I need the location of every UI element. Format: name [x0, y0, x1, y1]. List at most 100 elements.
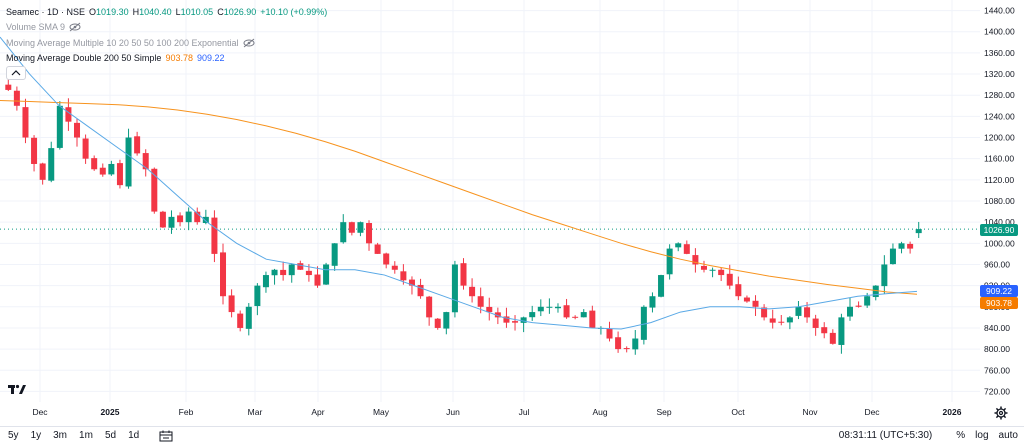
candle-body: [348, 222, 355, 233]
range-5d-button[interactable]: 5d: [104, 430, 117, 441]
candle: [108, 160, 115, 176]
calendar-range-icon[interactable]: [159, 430, 173, 442]
time-axis[interactable]: Dec 2025 Feb Mar Apr May Jun Jul Aug Sep Oct Nov Dec…: [0, 402, 980, 424]
change-value: +10.10 (+0.99%): [260, 7, 328, 17]
candle-body: [632, 338, 639, 350]
candle-body: [305, 270, 312, 276]
range-1m-button[interactable]: 1m: [79, 430, 93, 441]
candle-body: [846, 306, 854, 317]
range-1y-button[interactable]: 1y: [30, 430, 42, 441]
eye-slash-icon[interactable]: [69, 22, 81, 32]
candle-body: [735, 284, 742, 297]
candle-body: [323, 264, 330, 285]
ma-double-legend[interactable]: Moving Average Double 200 50 Simple 903.…: [6, 52, 225, 64]
candle-body: [812, 318, 819, 328]
candle: [245, 303, 252, 336]
candle-body: [804, 307, 811, 318]
percent-scale-button[interactable]: %: [956, 430, 966, 441]
range-5y-button[interactable]: 5y: [8, 430, 19, 441]
candle-body: [262, 275, 269, 288]
gear-icon[interactable]: [994, 406, 1008, 420]
eye-slash-icon[interactable]: [243, 38, 255, 48]
time-tick-label: Dec: [864, 407, 880, 417]
candle: [280, 261, 287, 281]
candle: [529, 305, 536, 321]
candle-body: [864, 296, 871, 306]
symbol-title[interactable]: Seamec · 1D · NSE: [6, 7, 86, 17]
candle: [735, 276, 742, 301]
candle: [520, 316, 527, 333]
volume-sma-legend[interactable]: Volume SMA 9: [6, 21, 81, 33]
candle-body: [778, 321, 785, 323]
candle: [340, 214, 347, 244]
candle: [606, 321, 613, 342]
collapse-legend-button[interactable]: [6, 66, 26, 80]
candle: [846, 297, 854, 321]
candle-body: [374, 244, 381, 254]
price-tick-label: 1320.00: [984, 69, 1015, 79]
clock-display[interactable]: 08:31:11 (UTC+5:30): [838, 430, 933, 441]
range-1d-button[interactable]: 1d: [128, 430, 140, 441]
candle: [675, 242, 682, 252]
ma-double-value-1: 903.78: [165, 53, 193, 63]
candle: [5, 79, 12, 92]
candle: [134, 131, 141, 156]
candle-body: [666, 248, 673, 275]
candle: [615, 331, 622, 353]
candle: [202, 209, 209, 225]
high-label: H: [132, 7, 140, 17]
candle-body: [185, 211, 192, 223]
range-3m-button[interactable]: 3m: [53, 430, 68, 441]
price-axis[interactable]: 720.00760.00800.00840.00880.00920.00960.…: [980, 0, 1024, 402]
candle-body: [718, 269, 725, 276]
candle-body: [623, 348, 630, 350]
candle: [769, 309, 776, 329]
symbol-legend[interactable]: Seamec · 1D · NSE O 1019.30 H 1040.40 L 101…: [6, 6, 327, 18]
candle-body: [469, 286, 476, 297]
candle-body: [142, 153, 149, 170]
candle: [228, 289, 235, 318]
candle-body: [194, 211, 201, 223]
candle-body: [65, 107, 72, 122]
chart-pane[interactable]: [0, 0, 980, 402]
price-tick-label: 840.00: [984, 323, 1010, 333]
candle-body: [606, 328, 613, 339]
candle-body: [829, 332, 836, 344]
candle-body: [288, 264, 295, 276]
candle: [73, 118, 81, 147]
time-tick-label: Nov: [802, 407, 818, 417]
price-tick-label: 760.00: [984, 365, 1010, 375]
candle: [546, 298, 553, 314]
candle-body: [168, 216, 175, 228]
price-tick-label: 1400.00: [984, 27, 1015, 37]
ma-multiple-legend[interactable]: Moving Average Multiple 10 20 50 50 100 …: [6, 37, 255, 49]
chart-canvas[interactable]: [0, 0, 980, 402]
candle: [786, 316, 793, 330]
candle-body: [73, 122, 81, 138]
candle: [125, 128, 132, 189]
candle-body: [151, 168, 158, 212]
ma-double-label: Moving Average Double 200 50 Simple: [6, 53, 162, 63]
tradingview-logo[interactable]: [8, 383, 26, 395]
time-tick-label: 2025: [101, 407, 120, 417]
candle: [623, 346, 630, 353]
close-label: C: [217, 7, 224, 17]
candle-body: [615, 337, 622, 350]
low-label: L: [175, 7, 181, 17]
candle: [778, 314, 785, 326]
candle: [91, 155, 98, 171]
candle: [374, 242, 381, 254]
candle-body: [426, 296, 433, 318]
candle-body: [795, 306, 802, 316]
candle-body: [134, 136, 141, 154]
candle-body: [520, 317, 527, 323]
candle-body: [434, 318, 441, 328]
candle-body: [314, 274, 321, 286]
candle: [314, 266, 321, 288]
time-tick-label: Aug: [592, 407, 607, 417]
candle: [400, 264, 407, 285]
log-scale-button[interactable]: log: [975, 430, 989, 441]
candle: [855, 301, 862, 308]
auto-scale-button[interactable]: auto: [998, 430, 1018, 441]
candle-body: [675, 243, 682, 248]
